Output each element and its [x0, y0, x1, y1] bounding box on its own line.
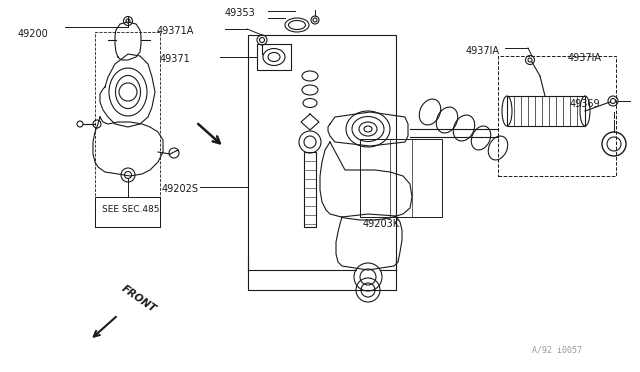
Bar — [360, 139, 442, 217]
Bar — [498, 56, 616, 176]
Bar — [95, 32, 160, 227]
Bar — [95, 197, 160, 227]
Text: SEE SEC.485: SEE SEC.485 — [102, 205, 159, 214]
Text: 4937lA: 4937lA — [466, 46, 500, 56]
Text: 49353: 49353 — [225, 8, 256, 18]
Text: 49371A: 49371A — [157, 26, 195, 36]
Text: 49371: 49371 — [160, 54, 191, 64]
Text: 49200: 49200 — [18, 29, 49, 39]
Text: 49203K: 49203K — [363, 219, 400, 229]
Bar — [248, 35, 396, 290]
Text: FRONT: FRONT — [120, 283, 158, 314]
Text: 49202S: 49202S — [162, 184, 199, 194]
Bar — [507, 96, 585, 126]
Bar — [257, 44, 291, 70]
Text: A/92 i0057: A/92 i0057 — [532, 346, 582, 355]
Bar — [304, 152, 316, 227]
Text: 4937lA: 4937lA — [568, 53, 602, 63]
Text: 49369: 49369 — [570, 99, 600, 109]
